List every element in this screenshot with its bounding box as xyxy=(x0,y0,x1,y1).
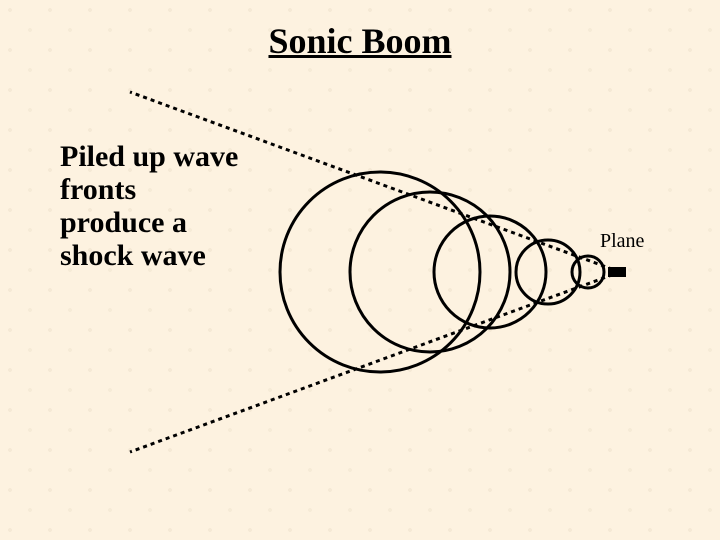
shock-cone-line xyxy=(130,92,620,272)
wave-front-circle xyxy=(516,240,580,304)
sonic-boom-diagram xyxy=(0,0,720,540)
plane-icon xyxy=(608,267,626,277)
shock-cone-line xyxy=(130,272,620,452)
wave-front-circle xyxy=(280,172,480,372)
wave-front-circle xyxy=(434,216,546,328)
